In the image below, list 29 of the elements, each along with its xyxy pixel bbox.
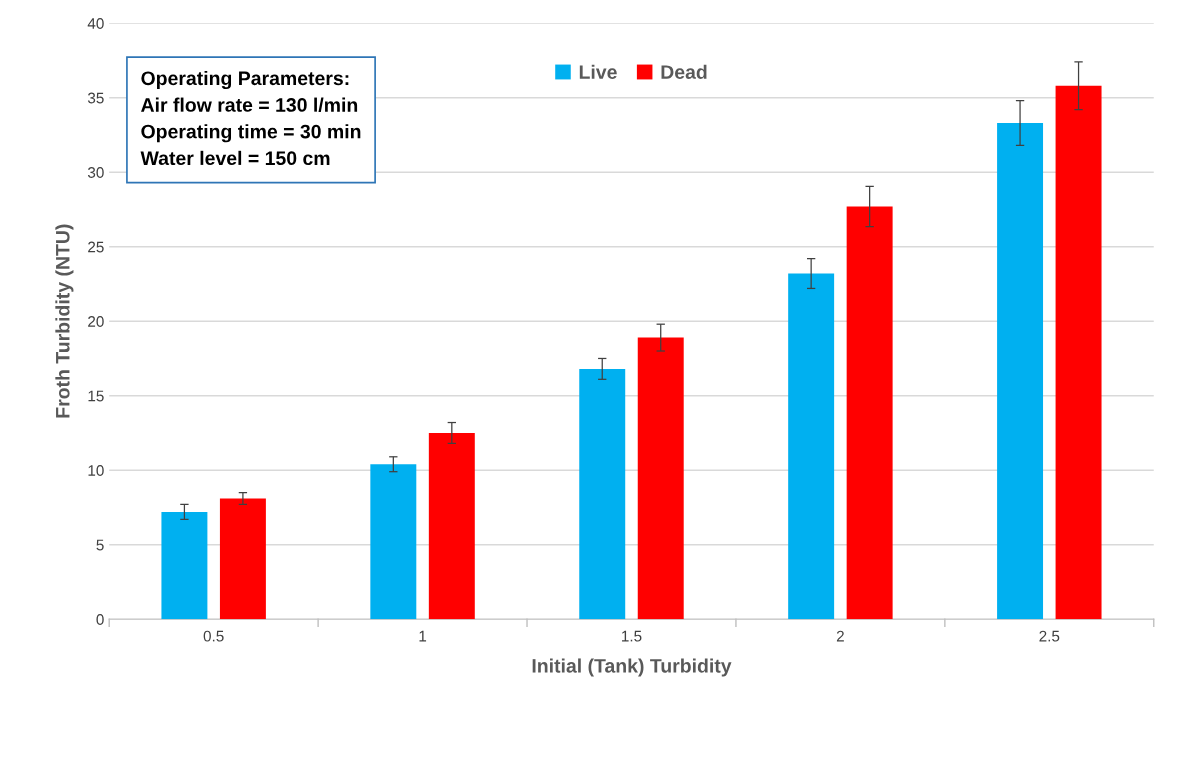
- bar: [219, 498, 266, 620]
- bar: [997, 123, 1044, 620]
- y-axis-title: Froth Turbidity (NTU): [55, 224, 74, 418]
- x-tick-label: 0.5: [203, 630, 224, 642]
- y-tick-label: 20: [88, 316, 104, 327]
- x-tick-label: 2.5: [1039, 630, 1060, 642]
- bar: [1055, 85, 1102, 620]
- bar: [370, 464, 417, 620]
- x-axis-title: Initial (Tank) Turbidity: [532, 658, 732, 677]
- bar: [846, 206, 893, 620]
- y-tick-label: 35: [87, 92, 104, 104]
- bar: [579, 368, 626, 620]
- y-tick-label: 15: [88, 390, 104, 402]
- bar: [428, 432, 475, 620]
- annotation: Operating Parameters: Air flow rate = 130 l/min Operating time = 30 min Water level = 150 cm: [140, 70, 361, 166]
- y-tick-label: 0: [96, 614, 104, 625]
- y-tick-label: 40: [87, 18, 104, 29]
- x-tick-label: 1.5: [622, 630, 642, 642]
- y-tick-label: 30: [87, 167, 104, 178]
- y-tick-label: 5: [96, 539, 104, 551]
- legend-label: Live: [579, 64, 617, 79]
- x-tick-label: 1: [419, 630, 427, 642]
- x-tick-label: 2: [836, 630, 844, 642]
- legend-label: Dead: [661, 64, 707, 79]
- bar: [161, 511, 208, 620]
- bar: [788, 273, 835, 620]
- y-tick-label: 25: [88, 241, 104, 253]
- y-tick-label: 10: [88, 465, 104, 476]
- bar: [637, 337, 684, 620]
